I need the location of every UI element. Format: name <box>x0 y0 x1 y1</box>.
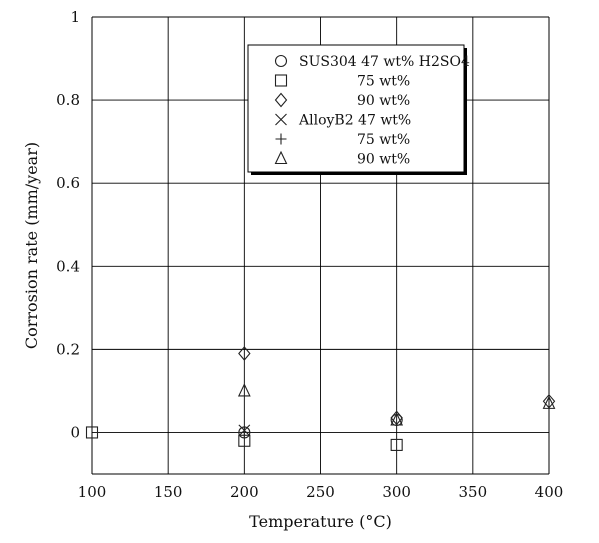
data-point-plus <box>238 426 250 438</box>
legend-marker-x <box>275 113 287 126</box>
legend-label: SUS304 47 wt% H2SO4 <box>299 54 470 70</box>
legend-marker-plus <box>275 133 287 145</box>
x-tick-label: 300 <box>382 483 411 501</box>
y-tick-label: 1 <box>70 8 80 26</box>
gridlines <box>91 16 550 475</box>
x-tick-label: 350 <box>459 483 488 501</box>
tick-labels: 100 150 200 250 300 350 400 0 0.2 0.4 0.6 0.8 1 <box>56 8 563 501</box>
y-tick-label: 0.6 <box>56 174 80 192</box>
legend-marker-diamond <box>274 92 288 108</box>
data-point-diamond <box>238 346 251 361</box>
legend-label: 75 wt% <box>357 74 410 90</box>
data-point-triangle <box>390 412 404 426</box>
x-tick-label: 100 <box>78 483 107 501</box>
data-markers <box>85 346 556 451</box>
legend-marker-square <box>274 74 288 87</box>
legend-label: 75 wt% <box>357 132 410 148</box>
data-point-diamond <box>542 393 556 409</box>
legend-marker-circle <box>274 54 288 68</box>
y-tick-label: 0.8 <box>56 91 80 109</box>
x-tick-label: 250 <box>306 483 335 501</box>
legend-label: 90 wt% <box>357 152 410 168</box>
data-point-square <box>85 426 99 439</box>
x-tick-label: 400 <box>535 483 564 501</box>
y-axis-title: Corrosion rate (mm/year) <box>22 142 41 349</box>
x-tick-label: 200 <box>230 483 259 501</box>
y-tick-label: 0.4 <box>56 257 80 275</box>
data-point-square <box>390 438 403 451</box>
legend-label: AlloyB2 47 wt% <box>298 113 411 129</box>
data-point-triangle <box>237 383 251 397</box>
y-tick-label: 0.2 <box>56 340 80 358</box>
legend: SUS304 47 wt% H2SO4 75 wt% 90 wt% AlloyB2 4… <box>247 44 470 175</box>
data-point-diamond <box>390 410 403 426</box>
x-tick-label: 150 <box>154 483 183 501</box>
legend-marker-triangle <box>274 150 288 165</box>
data-point-triangle <box>542 395 556 409</box>
x-axis-title: Temperature (°C) <box>249 512 392 531</box>
legend-label: 90 wt% <box>357 93 410 109</box>
y-tick-label: 0 <box>70 423 80 441</box>
